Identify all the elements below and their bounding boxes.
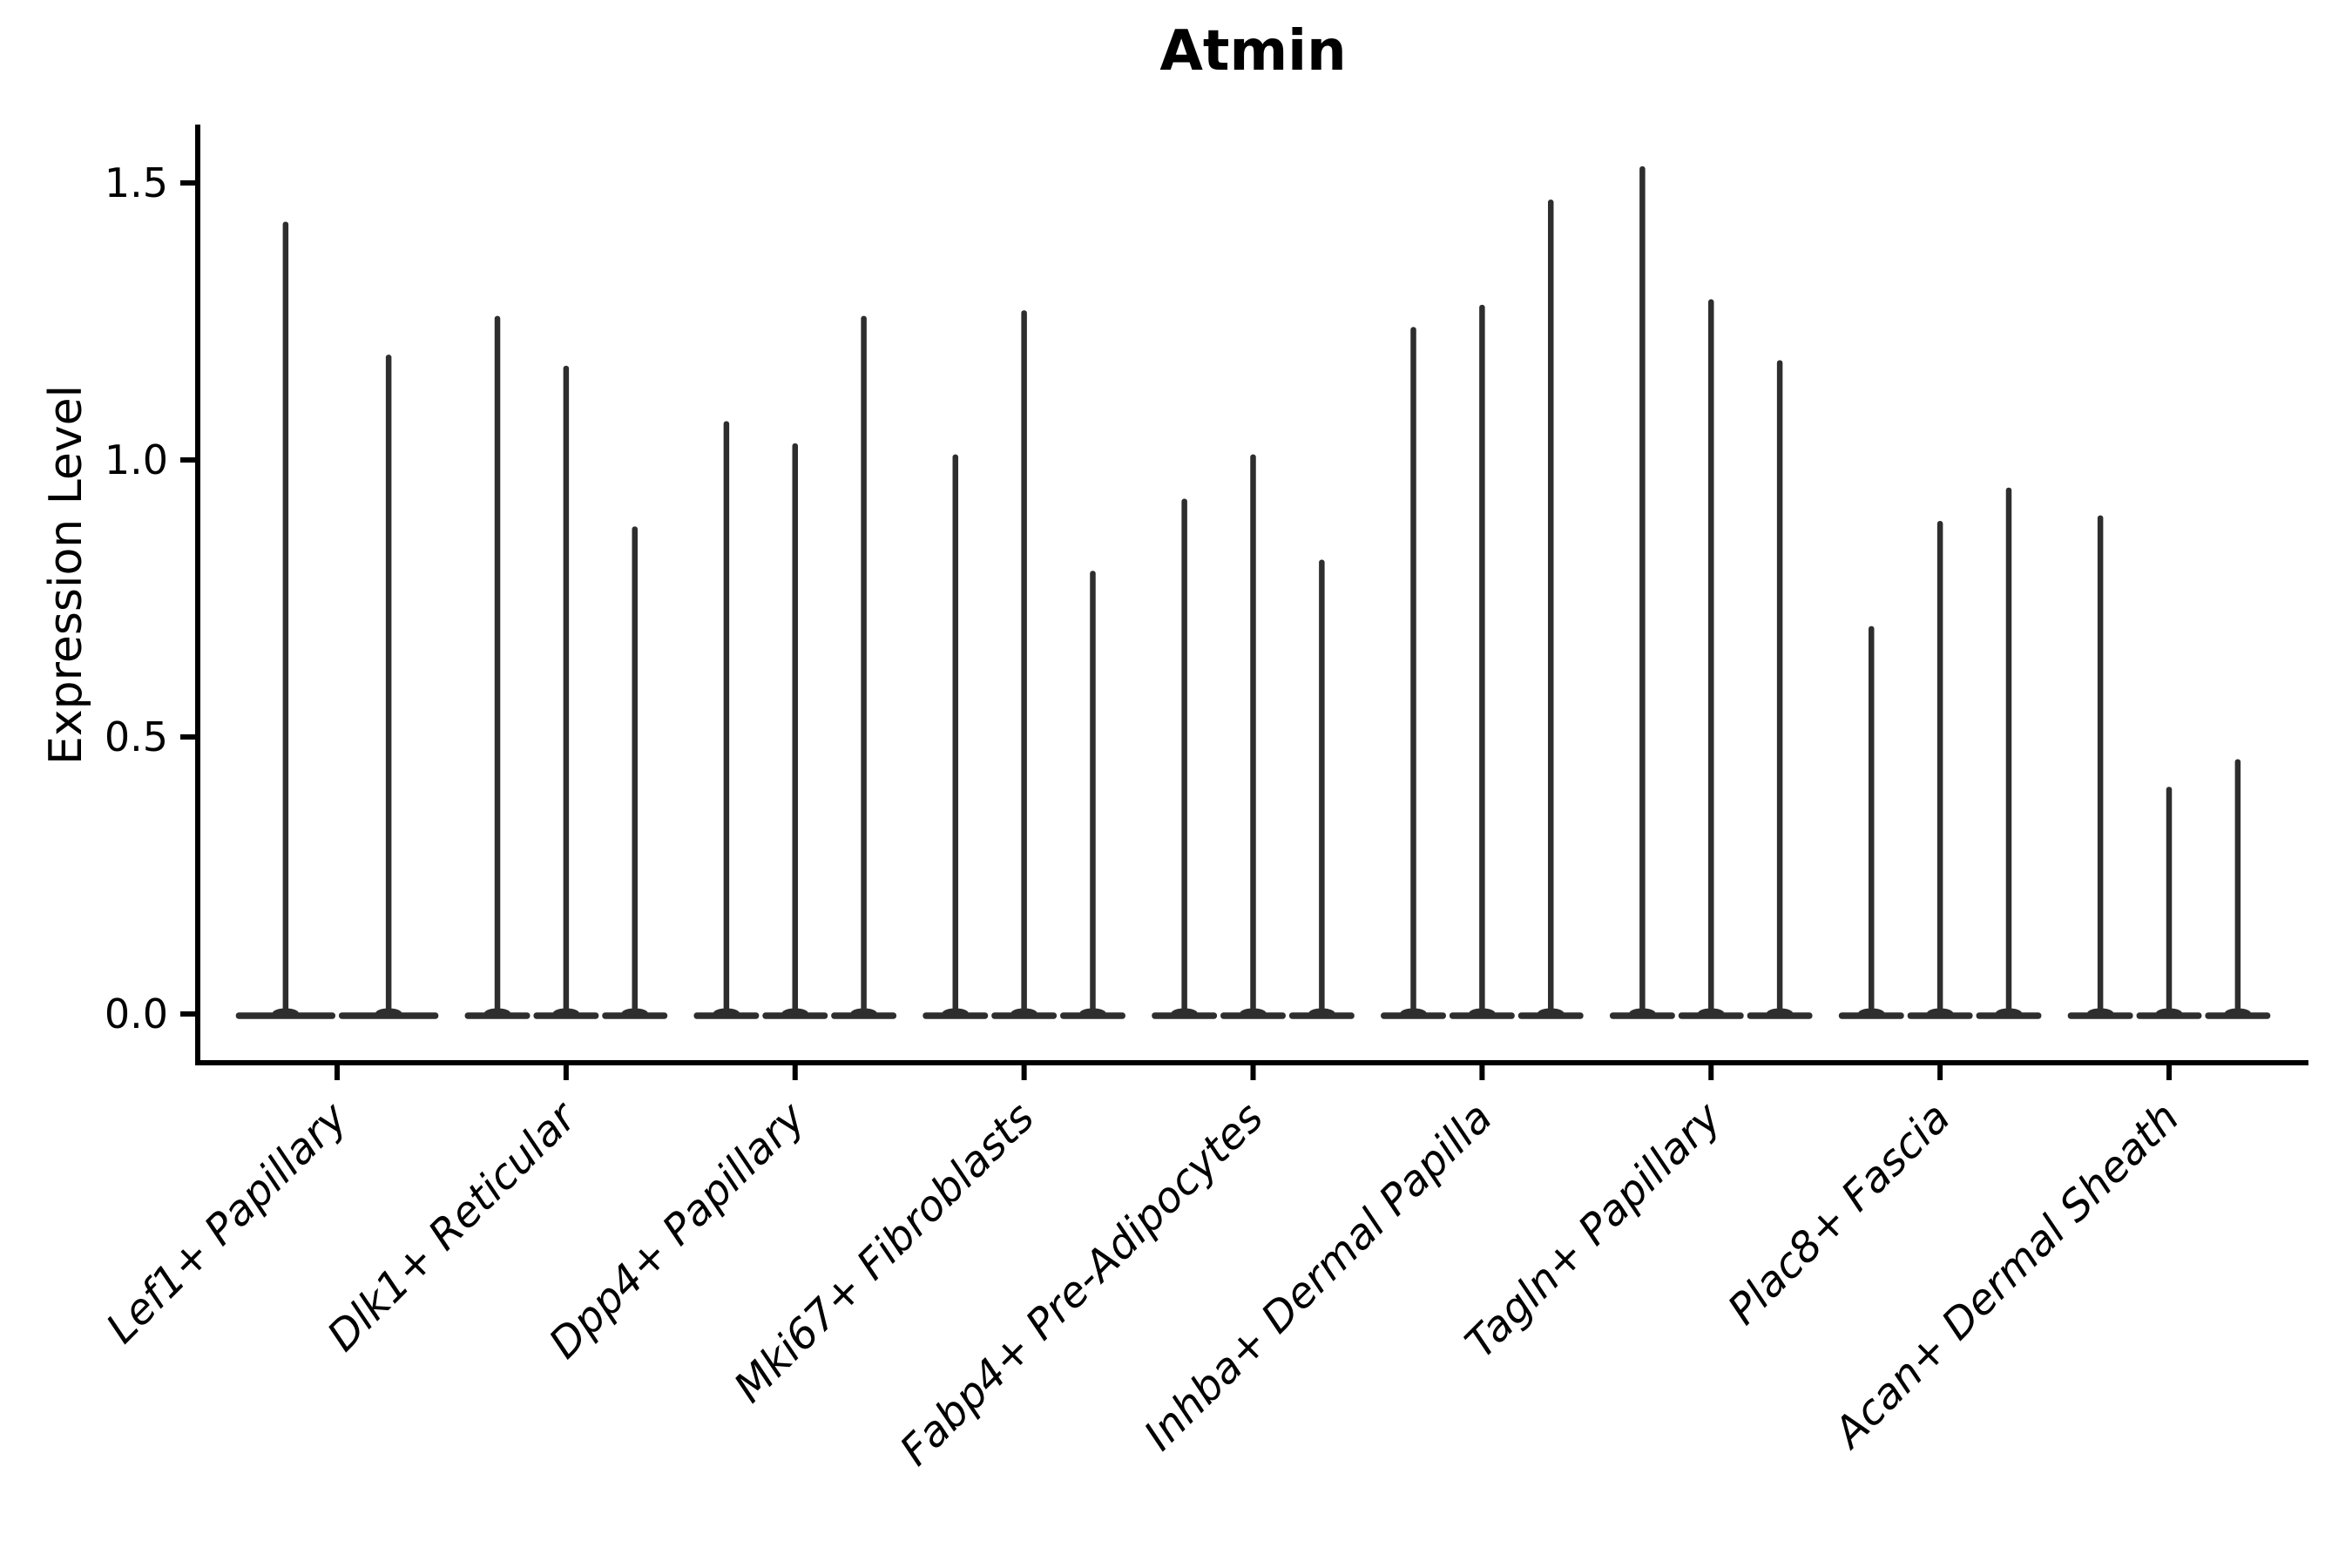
violin-needle (1319, 559, 1325, 1017)
violin-needle (723, 421, 730, 1018)
violin-needle (1936, 520, 1943, 1017)
violin-needle (1547, 199, 1554, 1017)
violin-needle (1708, 299, 1714, 1017)
y-tick-label: 1.0 (105, 436, 168, 483)
x-tick-label: Dlk1+ Reticular (318, 1092, 588, 1362)
violin-needle (385, 355, 392, 1017)
violin-needle (1776, 360, 1783, 1017)
x-tick-label: Lef1+ Papillary (97, 1092, 357, 1353)
x-tick-label: Plac8+ Fascia (1719, 1093, 1960, 1335)
violin-needle (1250, 454, 1256, 1017)
violin-needle (1410, 327, 1416, 1017)
chart-title: Atmin (1159, 19, 1347, 84)
violin-needle (1021, 310, 1027, 1017)
violin-needle (1479, 304, 1485, 1017)
violin-needle (2005, 487, 2012, 1017)
violin-needle (861, 315, 867, 1017)
x-tick-label: Tagln+ Papillary (1456, 1092, 1732, 1368)
y-tick-label: 0.5 (105, 713, 168, 760)
violin-needle (2166, 787, 2173, 1017)
x-tick-label: Dpp4+ Papillary (540, 1092, 815, 1368)
violin-needle (792, 443, 798, 1017)
violin-needle (1181, 498, 1187, 1017)
violin-needle (282, 221, 289, 1017)
violin-needle (2097, 515, 2104, 1017)
violin-needle (494, 315, 501, 1017)
violin-needle (563, 365, 570, 1017)
x-tick-label: Fabp4+ Pre-Adipocytes (890, 1093, 1273, 1476)
y-axis-label: Expression Level (40, 384, 92, 766)
y-tick-label: 0.0 (105, 990, 168, 1037)
violin-needle (952, 454, 959, 1017)
violin-needle (632, 526, 638, 1017)
violin-needle (2234, 759, 2241, 1017)
y-tick-label: 1.5 (105, 159, 168, 206)
violin-needle (1639, 166, 1646, 1018)
violin-needle (1090, 571, 1096, 1017)
violin-needle (1869, 625, 1875, 1017)
